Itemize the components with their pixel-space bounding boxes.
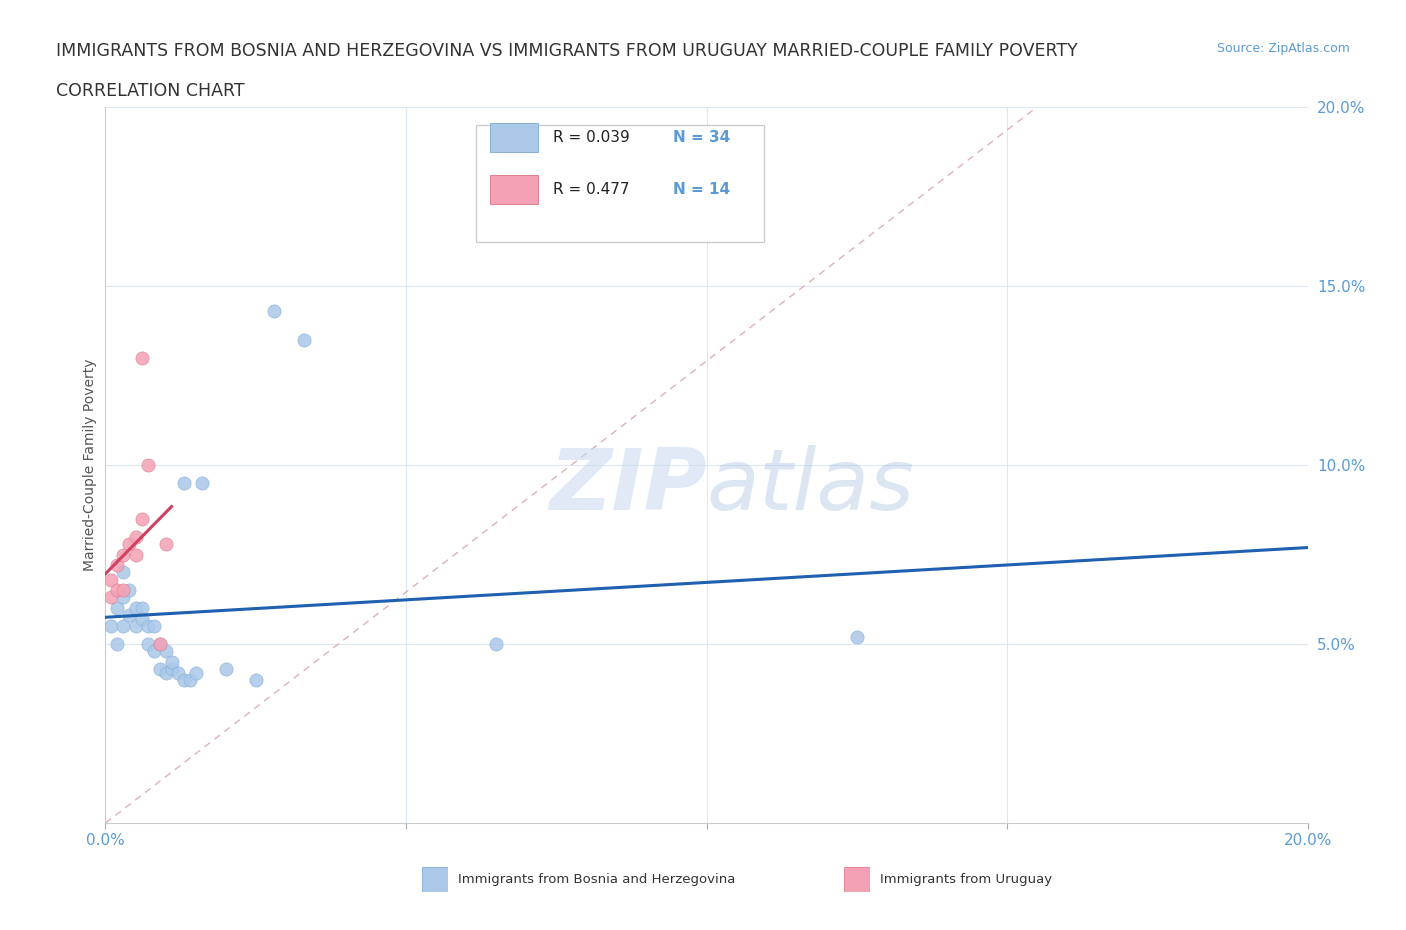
- Point: [100, 590, 122, 604]
- Point: [179, 672, 201, 687]
- Point: [107, 558, 129, 573]
- Point: [160, 655, 183, 670]
- Point: [263, 303, 285, 318]
- Point: [485, 637, 508, 652]
- Point: [160, 661, 183, 676]
- Point: [118, 608, 141, 623]
- Point: [112, 547, 135, 562]
- Point: [124, 547, 146, 562]
- Point: [155, 644, 177, 658]
- Point: [845, 630, 868, 644]
- Point: [100, 572, 122, 587]
- Point: [118, 537, 141, 551]
- Text: Source: ZipAtlas.com: Source: ZipAtlas.com: [1216, 42, 1350, 55]
- Point: [131, 512, 153, 526]
- Point: [148, 637, 170, 652]
- Point: [148, 637, 170, 652]
- Point: [131, 601, 153, 616]
- Point: [124, 618, 146, 633]
- Point: [136, 618, 159, 633]
- FancyBboxPatch shape: [491, 124, 538, 153]
- Text: R = 0.039: R = 0.039: [553, 130, 630, 145]
- Text: ZIP: ZIP: [548, 445, 707, 528]
- Point: [131, 351, 153, 365]
- Text: atlas: atlas: [707, 445, 914, 528]
- Point: [100, 618, 122, 633]
- Point: [112, 583, 135, 598]
- Point: [173, 475, 195, 490]
- FancyBboxPatch shape: [491, 175, 538, 204]
- Point: [124, 529, 146, 544]
- Point: [112, 565, 135, 580]
- Text: N = 14: N = 14: [673, 181, 730, 197]
- Point: [173, 672, 195, 687]
- Point: [142, 618, 165, 633]
- Point: [107, 637, 129, 652]
- Point: [124, 601, 146, 616]
- Point: [245, 672, 267, 687]
- Point: [107, 601, 129, 616]
- Point: [107, 583, 129, 598]
- Point: [142, 644, 165, 658]
- Text: R = 0.477: R = 0.477: [553, 181, 628, 197]
- Point: [214, 661, 236, 676]
- Text: Immigrants from Uruguay: Immigrants from Uruguay: [880, 872, 1052, 885]
- Point: [148, 661, 170, 676]
- Point: [136, 637, 159, 652]
- Point: [136, 458, 159, 472]
- Point: [118, 583, 141, 598]
- FancyBboxPatch shape: [475, 125, 765, 243]
- Y-axis label: Married-Couple Family Poverty: Married-Couple Family Poverty: [83, 359, 97, 571]
- Point: [112, 590, 135, 604]
- Text: N = 34: N = 34: [673, 130, 730, 145]
- Point: [184, 665, 207, 680]
- Point: [112, 618, 135, 633]
- Point: [131, 612, 153, 627]
- Point: [292, 332, 315, 347]
- Point: [166, 665, 188, 680]
- Point: [155, 537, 177, 551]
- Point: [190, 475, 212, 490]
- Point: [155, 665, 177, 680]
- Text: CORRELATION CHART: CORRELATION CHART: [56, 82, 245, 100]
- Text: IMMIGRANTS FROM BOSNIA AND HERZEGOVINA VS IMMIGRANTS FROM URUGUAY MARRIED-COUPLE: IMMIGRANTS FROM BOSNIA AND HERZEGOVINA V…: [56, 42, 1078, 60]
- Text: Immigrants from Bosnia and Herzegovina: Immigrants from Bosnia and Herzegovina: [458, 872, 735, 885]
